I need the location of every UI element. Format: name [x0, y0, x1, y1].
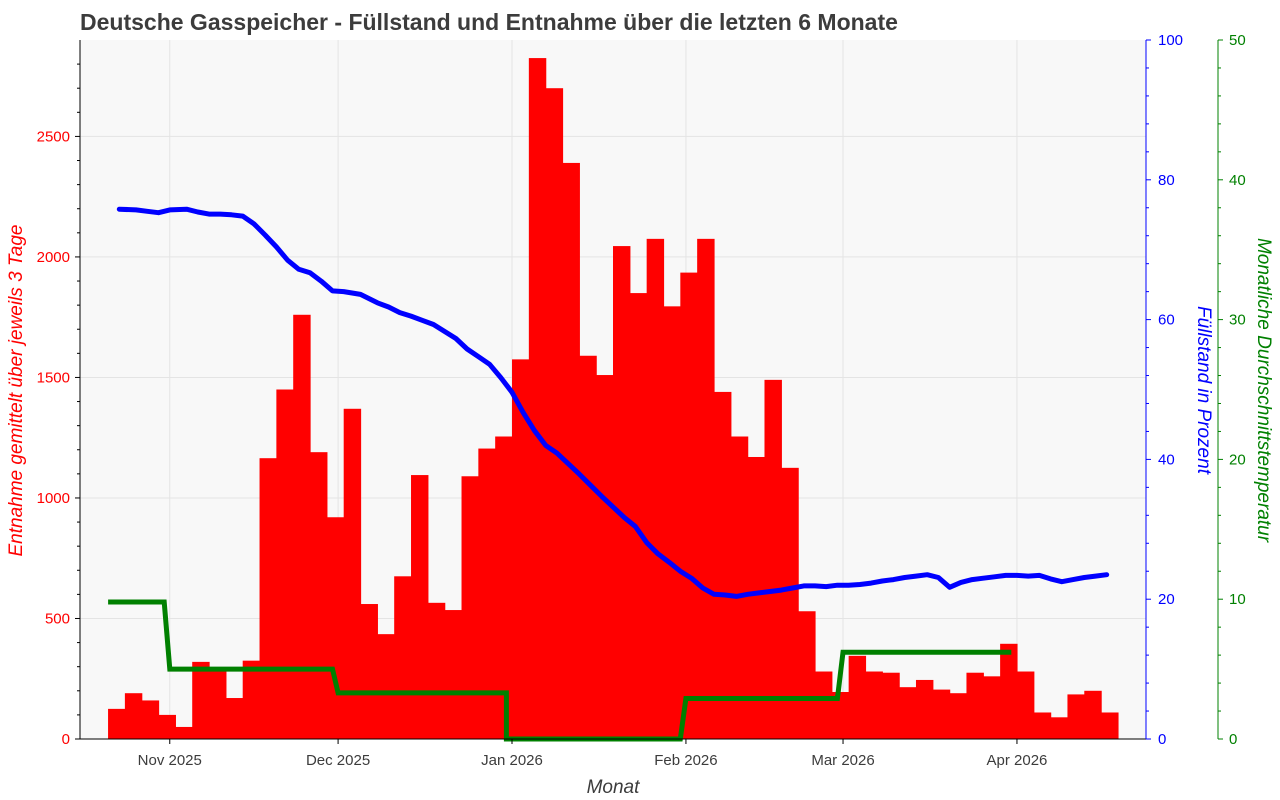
temperature-tick-label: 10	[1229, 591, 1246, 608]
withdrawal-bar	[141, 700, 160, 739]
withdrawal-bar	[764, 379, 782, 739]
withdrawal-bar	[848, 655, 867, 739]
chart-title: Deutsche Gasspeicher - Füllstand und Ent…	[80, 9, 898, 35]
withdrawal-bar	[1000, 643, 1018, 739]
withdrawal-bar	[512, 359, 530, 739]
withdrawal-bar	[814, 671, 833, 739]
x-tick-label: Feb 2026	[654, 752, 717, 769]
withdrawal-bars	[108, 58, 1119, 740]
withdrawal-bar	[613, 246, 631, 740]
withdrawal-bar	[461, 476, 479, 739]
withdrawal-bar	[108, 708, 126, 739]
temperature-tick-label: 0	[1229, 731, 1237, 748]
withdrawal-bar	[932, 689, 951, 739]
withdrawal-bar	[1067, 694, 1085, 739]
fill-level-line	[116, 206, 1110, 599]
withdrawal-bar	[175, 726, 193, 739]
withdrawal-bar	[528, 58, 547, 740]
withdrawal-bar	[747, 456, 766, 739]
left-tick-label: 500	[45, 610, 70, 627]
fill-level-tick-label: 100	[1158, 32, 1183, 49]
withdrawal-bar	[478, 448, 496, 739]
withdrawal-bar	[1033, 712, 1052, 739]
withdrawal-bar	[831, 691, 850, 739]
withdrawal-bar	[1050, 717, 1069, 739]
withdrawal-bar	[242, 660, 261, 739]
temperature-tick-label: 20	[1229, 451, 1246, 468]
withdrawal-bar	[915, 679, 934, 739]
withdrawal-bar	[209, 669, 227, 739]
withdrawal-bar	[394, 576, 412, 739]
withdrawal-bar	[680, 272, 698, 739]
withdrawal-bar	[495, 436, 513, 739]
withdrawal-bar	[882, 672, 900, 739]
temperature-tick-label: 50	[1229, 32, 1246, 49]
temperature-tick-label: 40	[1229, 172, 1246, 189]
withdrawal-bar	[124, 693, 143, 739]
x-tick-label: Dec 2025	[306, 752, 370, 769]
withdrawal-bar	[411, 475, 429, 739]
withdrawal-bar	[259, 458, 277, 739]
withdrawal-bar	[629, 293, 648, 739]
left-y-axis-label: Entnahme gemittelt über jeweils 3 Tage	[6, 225, 27, 557]
x-tick-label: Jan 2026	[481, 752, 543, 769]
withdrawal-bar	[646, 238, 665, 739]
withdrawal-bar	[966, 672, 984, 739]
withdrawal-bar	[697, 238, 715, 739]
fill-level-tick-label: 0	[1158, 731, 1166, 748]
fill-level-axis-label: Füllstand in Prozent	[1193, 306, 1214, 475]
left-tick-label: 1500	[37, 369, 70, 386]
withdrawal-bar	[949, 693, 968, 739]
withdrawal-bar	[983, 676, 1001, 739]
left-tick-label: 1000	[37, 490, 70, 507]
withdrawal-bar	[1084, 690, 1102, 739]
withdrawal-bar	[545, 88, 564, 739]
fill-level-tick-label: 20	[1158, 591, 1175, 608]
withdrawal-bar	[192, 661, 210, 739]
fill-level-tick-label: 40	[1158, 451, 1175, 468]
withdrawal-bar	[663, 306, 681, 739]
fill-level-tick-label: 80	[1158, 172, 1175, 189]
withdrawal-bar	[713, 391, 732, 739]
x-axis-label: Monat	[587, 777, 641, 798]
line-series	[108, 206, 1110, 742]
withdrawal-bar	[1016, 671, 1035, 739]
withdrawal-bar	[781, 467, 799, 739]
fill-level-tick-label: 60	[1158, 312, 1175, 329]
withdrawal-bar	[310, 452, 328, 739]
x-tick-label: Mar 2026	[811, 752, 874, 769]
temperature-axis-label: Monatliche Durchschnittstemperatur	[1253, 238, 1274, 543]
withdrawal-bar	[579, 355, 597, 739]
withdrawal-bar	[798, 611, 816, 739]
left-tick-label: 0	[62, 731, 70, 748]
withdrawal-bar	[293, 314, 311, 739]
withdrawal-bar	[444, 610, 463, 739]
withdrawal-bar	[427, 602, 446, 739]
withdrawal-bar	[225, 698, 244, 739]
withdrawal-bar	[158, 714, 176, 739]
withdrawal-bar	[343, 408, 362, 739]
withdrawal-bar	[596, 375, 614, 739]
x-tick-label: Nov 2025	[138, 752, 202, 769]
left-tick-label: 2000	[37, 249, 70, 266]
withdrawal-bar	[730, 436, 749, 739]
withdrawal-bar	[1101, 712, 1119, 739]
x-tick-label: Apr 2026	[987, 752, 1048, 769]
temperature-tick-label: 30	[1229, 312, 1246, 329]
temperature-line	[108, 599, 1012, 742]
axes: Nov 2025 Dec 2025 Jan 2026 Feb 2026 Mar 2026…	[37, 32, 1246, 769]
withdrawal-bar	[276, 389, 294, 739]
withdrawal-bar	[899, 687, 917, 739]
withdrawal-bar	[360, 604, 378, 739]
left-tick-label: 2500	[37, 128, 70, 145]
withdrawal-bar	[377, 634, 395, 739]
withdrawal-bar	[865, 671, 883, 739]
withdrawal-bar	[326, 517, 345, 739]
withdrawal-bar	[562, 162, 580, 739]
